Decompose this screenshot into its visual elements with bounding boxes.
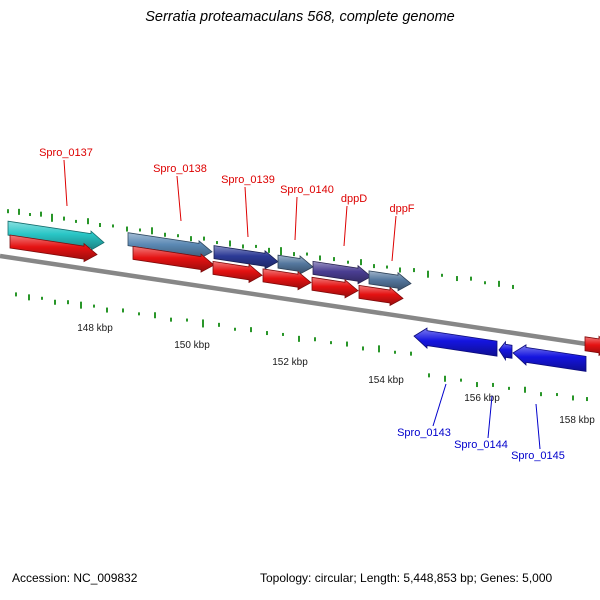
gene-arrow-Spro_0143[interactable] bbox=[413, 327, 498, 357]
gene-arrow-Spro_0144[interactable] bbox=[498, 340, 513, 362]
label-leader-line bbox=[487, 395, 493, 439]
gene-arrow[interactable] bbox=[262, 268, 312, 291]
scale-label: 152 kbp bbox=[272, 357, 308, 368]
gene-arrow-Spro_0145[interactable] bbox=[512, 344, 587, 372]
scale-label: 154 kbp bbox=[368, 375, 404, 386]
gene-label-dppF[interactable]: dppF bbox=[389, 203, 414, 215]
accession-text: Accession: NC_009832 bbox=[12, 571, 138, 585]
gene-arrow-Spro_0140[interactable] bbox=[277, 254, 314, 275]
label-leader-line bbox=[244, 186, 249, 238]
gene-arrow[interactable] bbox=[311, 276, 359, 299]
label-leader-line bbox=[535, 403, 541, 450]
gene-label-Spro_0139[interactable]: Spro_0139 bbox=[221, 174, 275, 186]
label-leader-line bbox=[343, 205, 348, 247]
gene-arrow-Spro_0139[interactable] bbox=[213, 245, 279, 270]
label-leader-line bbox=[63, 159, 68, 207]
gene-arrow-dppF[interactable] bbox=[368, 270, 412, 292]
label-leader-line bbox=[294, 196, 298, 241]
genome-info-text: Topology: circular; Length: 5,448,853 bp… bbox=[260, 571, 553, 585]
scale-label: 156 kbp bbox=[464, 393, 500, 404]
status-bar: Accession: NC_009832 Topology: circular;… bbox=[0, 571, 600, 591]
label-leader-line bbox=[176, 175, 182, 222]
gene-label-Spro_0145[interactable]: Spro_0145 bbox=[511, 450, 565, 462]
gene-arrow[interactable] bbox=[212, 260, 263, 284]
gene-arrow-dppD[interactable] bbox=[312, 260, 372, 285]
gene-arrow[interactable] bbox=[132, 245, 215, 273]
gene-arrow[interactable] bbox=[9, 234, 98, 263]
gene-label-Spro_0144[interactable]: Spro_0144 bbox=[454, 439, 508, 451]
gene-label-Spro_0138[interactable]: Spro_0138 bbox=[153, 163, 207, 175]
scale-label: 158 kbp bbox=[559, 415, 595, 426]
genome-backbone bbox=[0, 253, 600, 349]
gene-label-dppD[interactable]: dppD bbox=[341, 193, 367, 205]
genome-title: Serratia proteamaculans 568, complete ge… bbox=[145, 9, 455, 25]
gene-label-Spro_0140[interactable]: Spro_0140 bbox=[280, 184, 334, 196]
label-leader-line bbox=[391, 215, 397, 262]
scale-label: 150 kbp bbox=[174, 340, 210, 351]
label-leader-line bbox=[432, 383, 447, 427]
gene-label-Spro_0137[interactable]: Spro_0137 bbox=[39, 147, 93, 159]
gene-label-Spro_0143[interactable]: Spro_0143 bbox=[397, 427, 451, 439]
gene-arrow[interactable] bbox=[358, 284, 404, 307]
gene-arrow[interactable] bbox=[584, 335, 600, 357]
scale-label: 148 kbp bbox=[77, 323, 113, 334]
